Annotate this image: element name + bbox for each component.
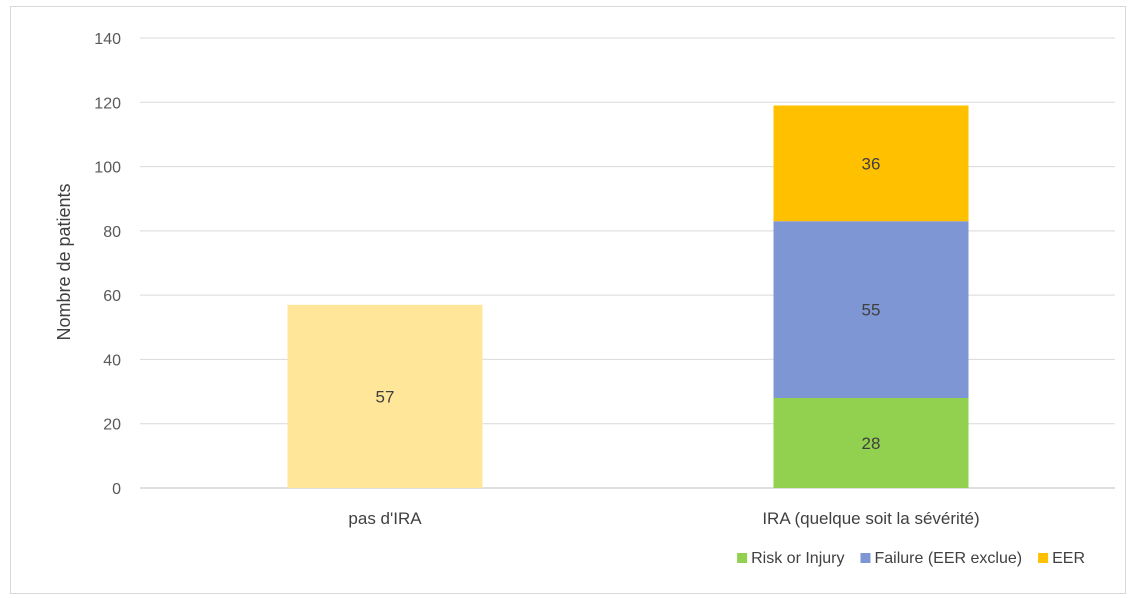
y-tick-label: 40 bbox=[103, 352, 121, 369]
legend-label: EER bbox=[1052, 550, 1085, 567]
bar-segment bbox=[773, 105, 969, 222]
y-tick-label: 60 bbox=[103, 288, 121, 305]
y-tick-label: 100 bbox=[94, 160, 121, 177]
y-tick-label: 20 bbox=[103, 417, 121, 434]
legend-swatch bbox=[737, 553, 748, 563]
legend-swatch bbox=[860, 553, 871, 563]
gridlines bbox=[140, 37, 1115, 489]
legend-label: Failure (EER exclue) bbox=[874, 550, 1022, 567]
bars bbox=[287, 105, 969, 488]
y-tick-label: 120 bbox=[94, 95, 121, 112]
data-label: 28 bbox=[862, 434, 881, 453]
data-labels: 57 28 55 36 bbox=[376, 154, 881, 453]
x-category-label: IRA (quelque soit la sévérité) bbox=[762, 509, 979, 528]
data-label: 36 bbox=[862, 154, 881, 173]
legend-item: Risk or Injury bbox=[737, 550, 844, 567]
y-axis-label: Nombre de patients bbox=[54, 183, 74, 340]
legend-item: EER bbox=[1038, 550, 1085, 567]
data-label: 57 bbox=[376, 387, 395, 406]
legend-item: Failure (EER exclue) bbox=[860, 550, 1022, 567]
legend: Risk or Injury Failure (EER exclue) EER bbox=[737, 550, 1085, 567]
x-axis-categories: pas d'IRA IRA (quelque soit la sévérité) bbox=[348, 509, 979, 528]
legend-label: Risk or Injury bbox=[751, 550, 844, 567]
bar-segment bbox=[773, 221, 969, 398]
y-tick-label: 140 bbox=[94, 31, 121, 48]
data-label: 55 bbox=[862, 301, 881, 320]
bar-segment bbox=[773, 398, 969, 488]
bar-segment bbox=[287, 304, 483, 488]
y-tick-label: 80 bbox=[103, 224, 121, 241]
x-category-label: pas d'IRA bbox=[348, 509, 422, 528]
legend-swatch bbox=[1038, 553, 1049, 563]
y-tick-label: 0 bbox=[112, 481, 121, 498]
y-axis-ticks: 0 20 40 60 80 100 120 140 bbox=[94, 31, 121, 498]
